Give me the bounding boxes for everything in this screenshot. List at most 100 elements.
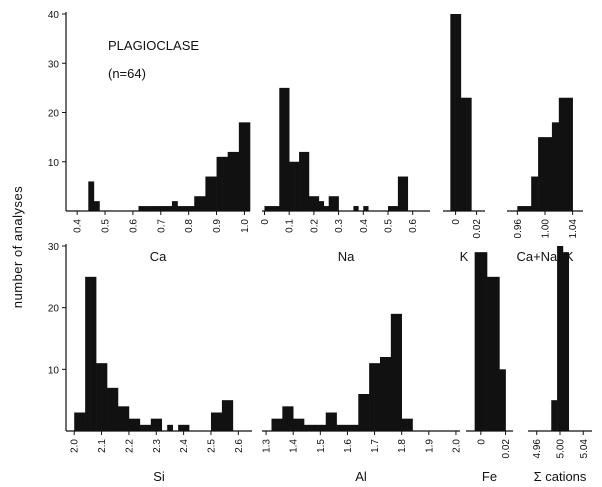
y-tick-label: 40 <box>48 10 60 21</box>
histogram-bar <box>493 276 500 431</box>
histogram-bar <box>183 424 190 431</box>
histogram-bar <box>517 206 525 211</box>
histogram-bar <box>128 418 135 431</box>
histogram-bar <box>134 418 141 431</box>
histogram-bar <box>221 400 228 431</box>
x-tick-label: 2.0 <box>451 439 462 453</box>
histogram-bar <box>88 181 95 211</box>
histogram-bar <box>397 176 404 211</box>
histogram-bar <box>177 206 184 211</box>
x-tick-label: 0.4 <box>359 219 370 233</box>
histogram-bar <box>156 418 163 431</box>
histogram-bar <box>328 196 334 211</box>
histogram-bar <box>499 369 506 431</box>
x-tick-label: 5.04 <box>579 439 590 459</box>
histogram-bar <box>123 406 130 431</box>
histogram-bar <box>333 196 339 211</box>
histogram-bar <box>227 151 234 211</box>
histogram-bar <box>271 418 278 431</box>
histogram-bar <box>392 206 399 211</box>
histogram-bar <box>557 246 564 431</box>
histogram-bar <box>308 196 315 211</box>
histogram-bar <box>374 363 381 431</box>
x-tick-label: 0 <box>476 439 487 445</box>
histogram-bar <box>145 424 152 431</box>
histogram-bar <box>74 412 80 431</box>
histogram-panel: 0 0.02K <box>443 14 485 264</box>
x-tick-label: 2.4 <box>179 439 190 453</box>
x-tick-label: 1.3 <box>262 439 273 453</box>
y-tick-label: 30 <box>48 242 60 253</box>
histogram-bar <box>216 156 223 211</box>
histogram-bar <box>551 400 558 431</box>
x-axis-title: Na <box>338 249 355 264</box>
histogram-bar <box>93 201 100 211</box>
histogram-bar <box>336 424 343 431</box>
histogram-bar <box>320 424 327 431</box>
histogram-bar <box>171 201 178 211</box>
histogram-bar <box>79 412 86 431</box>
histogram-bar <box>347 424 354 431</box>
histogram-panel: 0 0.1 0.2 0.3 0.4 0.5 0.6 Na <box>260 87 430 264</box>
histogram-bar <box>238 122 245 211</box>
histogram-bar <box>287 406 294 431</box>
x-tick-label: 0.6 <box>408 219 419 233</box>
x-tick-label: 1.7 <box>370 439 381 453</box>
histogram-bar <box>199 196 206 211</box>
histogram-bar <box>90 276 97 431</box>
panels-group: 10 20 30 40 0.4 0.5 0.6 0.7 0.8 0.9 1.0 Ca 0 0.1 0.2 0.… <box>48 10 592 484</box>
histogram-bar <box>294 161 300 211</box>
histogram-bar <box>369 363 375 431</box>
histogram-bar <box>474 252 482 431</box>
x-tick-label: 0.02 <box>501 439 512 459</box>
histogram-bar <box>565 97 573 211</box>
sample-count-label: (n=64) <box>108 66 146 81</box>
y-axis-title: number of analyses <box>10 186 25 308</box>
histogram-bar <box>188 206 195 211</box>
x-tick-label: 2.5 <box>207 439 218 453</box>
x-tick-label: 0.5 <box>101 219 112 233</box>
x-tick-label: 2.1 <box>97 439 108 453</box>
x-axis-title: Al <box>355 469 367 484</box>
histogram-bar <box>388 206 394 211</box>
histogram-bar <box>150 418 157 431</box>
x-tick-label: 2.2 <box>124 439 135 453</box>
x-axis-title: K <box>460 249 469 264</box>
histogram-bar <box>299 151 305 211</box>
histogram-bar <box>183 206 189 211</box>
histogram-bar <box>466 97 472 211</box>
histogram-bar <box>96 363 102 431</box>
histogram-bar <box>107 387 113 431</box>
histogram-bar <box>538 137 546 212</box>
x-tick-label: 1.4 <box>289 439 300 453</box>
histogram-bar <box>323 206 329 211</box>
x-tick-label: 0.6 <box>128 219 139 233</box>
histogram-bar <box>166 206 173 211</box>
histogram-bar <box>293 418 299 431</box>
y-tick-label: 10 <box>48 158 60 169</box>
histogram-bar <box>160 206 167 211</box>
histogram-bar <box>276 418 283 431</box>
x-tick-label: 1.6 <box>343 439 354 453</box>
y-tick-label: 30 <box>48 59 60 70</box>
histogram-bar <box>353 206 359 211</box>
histogram-bar <box>352 424 359 431</box>
histogram-bar <box>155 206 162 211</box>
histogram-bar <box>331 412 337 431</box>
x-tick-label: 0.7 <box>156 219 167 233</box>
histogram-bar <box>396 313 402 431</box>
histogram-panel: 10 20 30 40 0.4 0.5 0.6 0.7 0.8 0.9 1.0 Ca <box>48 10 251 264</box>
x-tick-label: 0.02 <box>472 219 483 239</box>
histogram-bar <box>210 412 217 431</box>
histogram-bar <box>402 176 409 211</box>
histogram-bar <box>455 14 462 211</box>
histogram-bar <box>562 252 570 431</box>
histogram-bar <box>112 387 119 431</box>
x-tick-label: 0 <box>260 219 271 225</box>
x-axis-title: Ca <box>150 249 167 264</box>
x-tick-label: 0.8 <box>184 219 195 233</box>
x-tick-label: 0.96 <box>513 219 524 239</box>
histogram-bar <box>314 424 321 431</box>
